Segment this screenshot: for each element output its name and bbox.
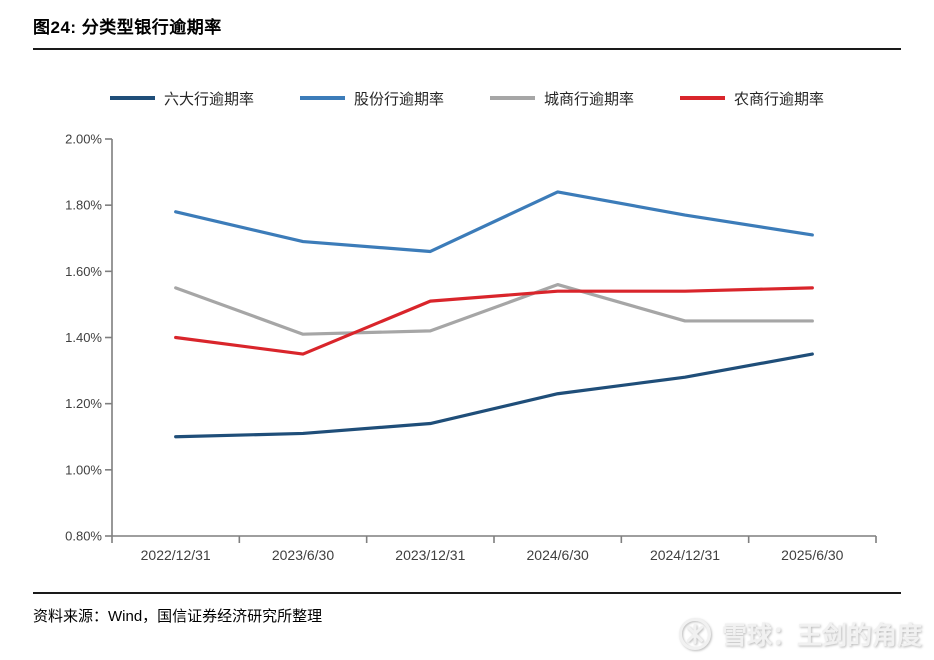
x-tick-label: 2024/6/30 xyxy=(527,547,589,563)
figure-title: 图24: 分类型银行逾期率 xyxy=(33,18,222,37)
series-line-3 xyxy=(174,286,814,356)
watermark: 雪球：王剑的角度 xyxy=(678,616,922,652)
legend-item-3: 农商行逾期率 xyxy=(680,88,824,109)
legend-label-3: 农商行逾期率 xyxy=(734,90,825,108)
y-tick-label: 1.80% xyxy=(65,198,102,213)
y-tick-label: 1.60% xyxy=(65,264,102,279)
x-tick-label: 2022/12/31 xyxy=(141,547,211,563)
legend-label-2: 城商行逾期率 xyxy=(544,90,635,108)
chart-legend: 六大行逾期率 股份行逾期率 城商行逾期率 农商行逾期率 xyxy=(0,86,934,110)
x-tick-label: 2023/6/30 xyxy=(272,547,334,563)
y-tick-label: 1.00% xyxy=(65,462,102,477)
series-line-2 xyxy=(174,282,814,336)
y-tick-label: 0.80% xyxy=(65,529,102,544)
legend-label-0: 六大行逾期率 xyxy=(163,90,254,108)
legend-marker-3 xyxy=(680,96,726,100)
legend-marker-0 xyxy=(109,96,155,100)
legend-marker-2 xyxy=(490,96,535,100)
x-tick-label: 2023/12/31 xyxy=(395,547,465,563)
series-line-0 xyxy=(174,352,814,439)
x-tick-label: 2024/12/31 xyxy=(650,547,720,563)
y-tick-label: 2.00% xyxy=(65,132,102,147)
title-divider xyxy=(33,48,901,50)
source-note: 资料来源：Wind，国信证券经济研究所整理 xyxy=(33,608,323,625)
legend-item-1: 股份行逾期率 xyxy=(299,88,444,109)
x-tick-label: 2025/6/30 xyxy=(781,547,843,563)
legend-item-0: 六大行逾期率 xyxy=(109,88,254,109)
watermark-text: 雪球：王剑的角度 xyxy=(721,622,922,650)
xueqiu-logo-icon xyxy=(678,618,711,650)
legend-label-1: 股份行逾期率 xyxy=(353,90,444,108)
legend-item-2: 城商行逾期率 xyxy=(490,88,634,109)
footer-divider xyxy=(33,592,901,594)
y-tick-label: 1.20% xyxy=(65,396,102,411)
series-line-1 xyxy=(174,190,814,254)
y-tick-label: 1.40% xyxy=(65,330,102,345)
legend-marker-1 xyxy=(299,96,345,100)
